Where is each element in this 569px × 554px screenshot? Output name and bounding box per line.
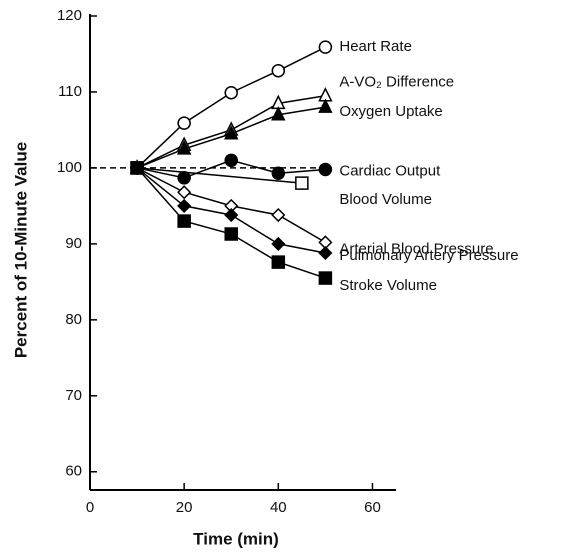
- marker: [318, 40, 333, 54]
- series-label: Oxygen Uptake: [339, 103, 442, 120]
- series-label: Blood Volume: [339, 191, 432, 208]
- marker: [130, 161, 144, 175]
- marker: [271, 63, 286, 78]
- marker: [318, 271, 333, 285]
- x-tick-label: 20: [176, 499, 193, 516]
- y-tick-label: 60: [65, 463, 82, 480]
- marker: [295, 176, 309, 190]
- marker: [224, 85, 238, 100]
- x-axis-label: Time (min): [193, 529, 279, 548]
- marker: [318, 245, 333, 261]
- y-axis-label: Percent of 10-Minute Value: [11, 142, 30, 358]
- marker: [177, 198, 192, 213]
- y-tick-label: 90: [65, 235, 82, 252]
- series-label: A-VO₂ Difference: [339, 74, 454, 91]
- marker: [177, 185, 192, 200]
- marker: [271, 166, 286, 180]
- marker: [177, 171, 191, 185]
- series-label: Stroke Volume: [339, 277, 437, 294]
- series-label: Arterial Blood Pressure: [339, 240, 493, 257]
- series-line: [137, 167, 302, 184]
- y-tick-label: 120: [57, 7, 82, 24]
- marker: [271, 236, 286, 251]
- marker: [177, 116, 191, 130]
- y-tick-label: 100: [57, 159, 82, 176]
- marker: [318, 162, 333, 177]
- series-label: Cardiac Output: [339, 162, 441, 179]
- marker: [224, 207, 239, 223]
- y-tick-label: 110: [58, 83, 82, 100]
- series-line: [136, 46, 326, 169]
- series-label: Heart Rate: [339, 38, 412, 55]
- marker: [271, 255, 286, 269]
- marker: [177, 214, 191, 228]
- marker: [271, 207, 286, 223]
- y-tick-label: 70: [65, 387, 82, 404]
- marker: [176, 140, 192, 155]
- series-label: Pulmonary Artery Pressure: [339, 247, 518, 264]
- marker: [224, 153, 238, 168]
- y-tick-label: 80: [65, 311, 82, 328]
- x-tick-label: 60: [364, 499, 381, 516]
- marker: [318, 98, 333, 113]
- marker: [224, 125, 239, 140]
- marker: [271, 106, 286, 121]
- x-tick-label: 40: [270, 499, 287, 516]
- marker: [224, 227, 238, 241]
- x-tick-label: 0: [86, 499, 94, 516]
